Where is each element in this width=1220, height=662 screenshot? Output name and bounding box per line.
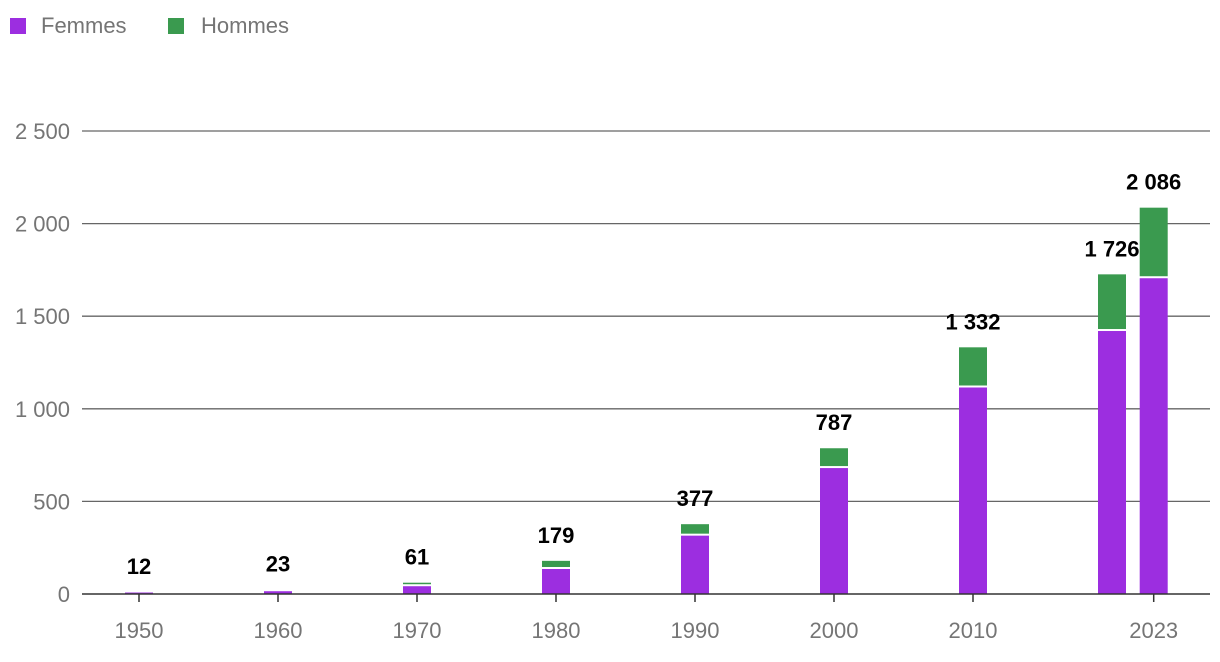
- bar-femmes-2000: [820, 468, 848, 594]
- y-tick-label: 2 500: [15, 119, 70, 144]
- bar-total-label: 12: [127, 554, 151, 579]
- bar-femmes-2023: [1139, 278, 1168, 594]
- x-tick-label: 1960: [254, 618, 303, 643]
- legend-label-femmes: Femmes: [41, 13, 127, 38]
- x-tick-label: 2000: [810, 618, 859, 643]
- bar-femmes-1970: [403, 586, 431, 594]
- bar-hommes-1970: [403, 582, 431, 585]
- legend-swatch-hommes: [168, 18, 184, 34]
- legend: Femmes Hommes: [10, 13, 289, 38]
- bar-total-label: 179: [538, 523, 575, 548]
- legend-swatch-femmes: [10, 18, 26, 34]
- x-tick-label: 1990: [671, 618, 720, 643]
- bar-femmes-2020: [1098, 331, 1126, 594]
- bar-total-label: 61: [405, 545, 429, 570]
- y-tick-label: 1 000: [15, 397, 70, 422]
- x-tick-label: 2010: [949, 618, 998, 643]
- bar-hommes-2000: [820, 448, 848, 467]
- y-tick-label: 500: [33, 489, 70, 514]
- bar-femmes-2010: [959, 387, 987, 594]
- bar-total-label: 1 726: [1084, 236, 1139, 261]
- y-tick-label: 2 000: [15, 212, 70, 237]
- bar-total-label: 2 086: [1126, 170, 1181, 195]
- gridlines: [82, 130, 1210, 503]
- bar-totals: 12 23 61 179 377 787 1 332 1 726 2 086: [127, 170, 1181, 579]
- x-tick-label: 1970: [393, 618, 442, 643]
- y-tick-label: 0: [58, 582, 70, 607]
- bar-total-label: 787: [816, 410, 853, 435]
- bar-hommes-2010: [959, 347, 987, 386]
- bar-hommes-1990: [681, 524, 709, 534]
- legend-label-hommes: Hommes: [201, 13, 289, 38]
- x-axis-ticks: 1950 1960 1970 1980 1990 2000 2010 2023: [115, 594, 1178, 643]
- x-tick-label: 1980: [532, 618, 581, 643]
- bar-hommes-2023: [1139, 207, 1168, 277]
- bar-total-label: 1 332: [945, 309, 1000, 334]
- x-tick-label: 2023: [1129, 618, 1178, 643]
- bar-total-label: 23: [266, 552, 290, 577]
- bars: [125, 207, 1168, 594]
- bar-femmes-1980: [542, 568, 570, 594]
- y-tick-label: 1 500: [15, 304, 70, 329]
- x-tick-label: 1950: [115, 618, 164, 643]
- bar-hommes-2020: [1098, 274, 1126, 330]
- bar-femmes-1960: [264, 591, 292, 594]
- bar-total-label: 377: [677, 486, 714, 511]
- bar-femmes-1990: [681, 535, 709, 594]
- bar-hommes-1980: [542, 560, 570, 567]
- y-axis-ticks: 0 500 1 000 1 500 2 000 2 500: [15, 119, 70, 607]
